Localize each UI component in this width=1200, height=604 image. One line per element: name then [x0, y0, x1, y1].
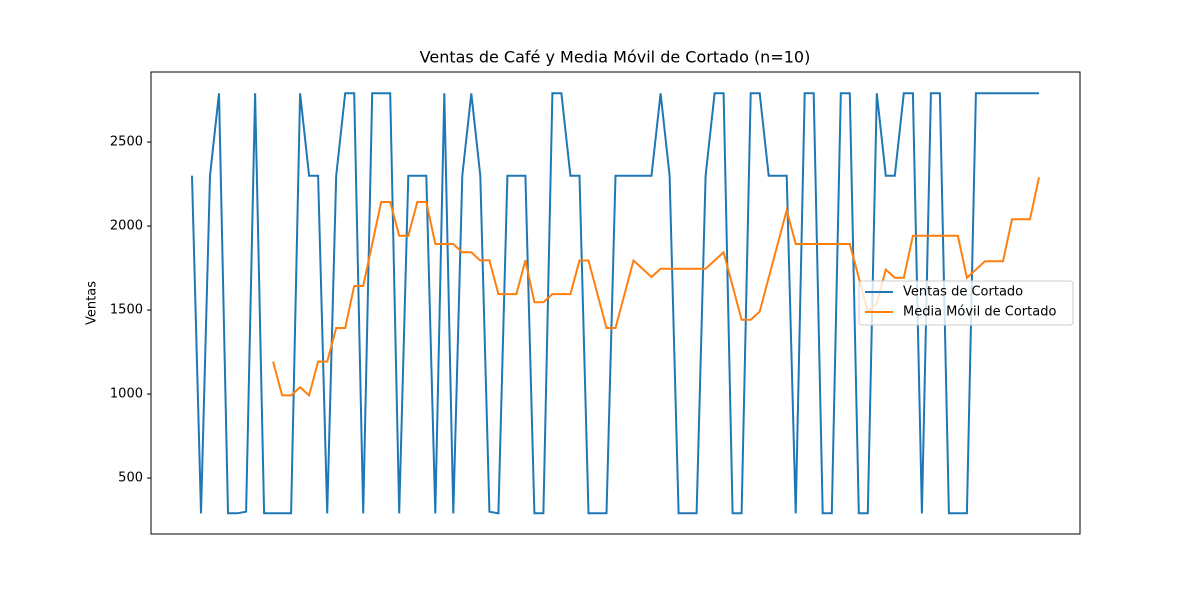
legend: Ventas de Cortado Media Móvil de Cortado	[858, 280, 1074, 326]
y-tick-label: 500	[118, 471, 143, 486]
plot-frame	[150, 71, 1081, 535]
data-line	[191, 92, 1039, 515]
y-tick-label: 2000	[110, 219, 143, 234]
y-tick-label: 2500	[110, 135, 143, 150]
legend-label: Media Móvil de Cortado	[903, 305, 1056, 320]
data-line	[272, 177, 1040, 398]
y-tick-label: 1000	[110, 387, 143, 402]
y-tick-label: 1500	[110, 303, 143, 318]
chart-title: Ventas de Café y Media Móvil de Cortado …	[420, 48, 811, 67]
legend-box	[858, 280, 1074, 326]
y-axis-label: Ventas	[85, 281, 100, 325]
legend-label: Ventas de Cortado	[903, 285, 1023, 300]
